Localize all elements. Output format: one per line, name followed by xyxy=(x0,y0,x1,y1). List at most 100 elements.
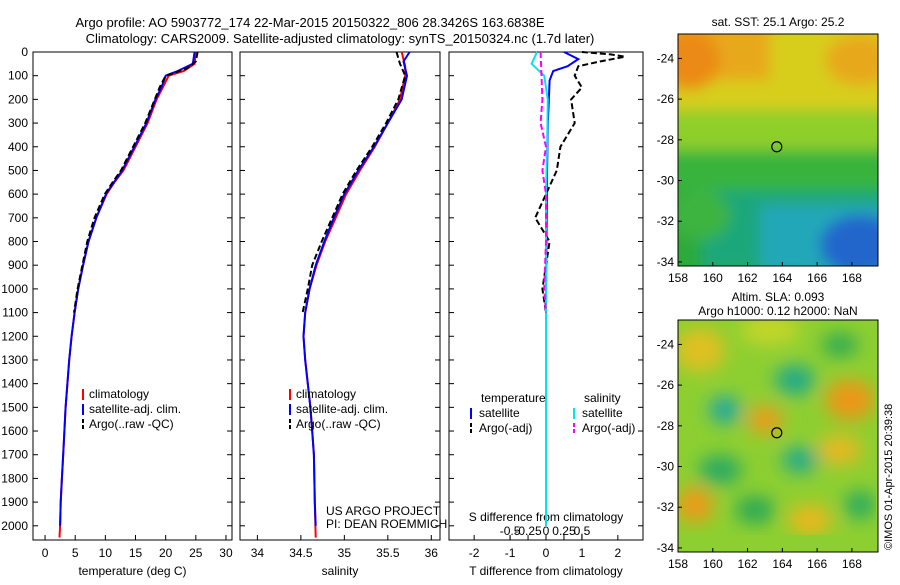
x-tick-label: 162 xyxy=(738,271,758,285)
y-tick-label: 400 xyxy=(8,140,28,154)
y-tick-label: -26 xyxy=(657,92,675,106)
y-tick-label: 1300 xyxy=(1,353,28,367)
x-tick-label: -1 xyxy=(505,546,516,560)
x2-tick-label: -0.25 xyxy=(514,524,542,538)
sla-map-subtitle: Argo h1000: 0.12 h2000: NaN xyxy=(698,304,857,318)
salinity-x-axis-label: salinity xyxy=(322,564,359,578)
y-tick-label: -30 xyxy=(657,460,675,474)
legend-entry: Argo(-adj) xyxy=(582,421,635,435)
y-tick-label: -32 xyxy=(657,214,675,228)
legend-entry: Argo(-adj) xyxy=(479,421,532,435)
series-line-argo-raw-qc- xyxy=(73,51,199,313)
sst-map-title: sat. SST: 25.1 Argo: 25.2 xyxy=(712,15,845,29)
annotation-text: US ARGO PROJECT xyxy=(326,504,441,518)
legend-entry: climatology xyxy=(296,387,356,401)
legend-entry: satellite xyxy=(479,406,520,420)
y-tick-label: 1100 xyxy=(2,306,28,320)
x-tick-label: 20 xyxy=(159,546,173,560)
salinity-panel: 34 34.5 35 35.5 36 salinity climatologysatelli… xyxy=(239,51,447,578)
x-tick-label: 160 xyxy=(703,271,723,285)
sst-map-field xyxy=(678,34,878,266)
y-tick-label: 2000 xyxy=(1,519,28,533)
y-tick-label: 300 xyxy=(8,116,28,130)
y-tick-label: 1800 xyxy=(1,471,28,485)
x-tick-label: 164 xyxy=(772,271,792,285)
x2-tick-label: 0 xyxy=(543,524,550,538)
x-tick-label: 162 xyxy=(738,557,758,571)
sla-map-field xyxy=(678,320,878,552)
y-tick-label: -32 xyxy=(657,500,675,514)
y-tick-label: -30 xyxy=(657,174,675,188)
x-tick-label: 0 xyxy=(42,546,49,560)
legend-entry: satellite xyxy=(582,406,623,420)
x-tick-label: 25 xyxy=(189,546,203,560)
x-tick-label: 2 xyxy=(615,546,622,560)
y-tick-label: 1500 xyxy=(1,400,28,414)
x-tick-label: 164 xyxy=(772,557,792,571)
x-tick-label: 158 xyxy=(668,557,688,571)
y-tick-label: -24 xyxy=(657,337,675,351)
x-tick-label: 34 xyxy=(251,546,265,560)
argo-float-marker xyxy=(771,427,783,439)
x-tick-label: 0 xyxy=(543,546,550,560)
x-tick-label: -2 xyxy=(469,546,480,560)
sst-map-panel: 158 160 162 164 166 168 -24 -26 -28 -30 -32 -34 sat.… xyxy=(657,15,879,285)
temperature-panel: 0 5 10 15 20 25 30 temperature (deg C) 0 100 200 30… xyxy=(1,45,233,578)
annotation-text: PI: DEAN ROEMMICH xyxy=(326,517,447,531)
legend-entry: climatology xyxy=(89,387,149,401)
legend-header-salinity: salinity xyxy=(584,391,621,405)
y-tick-label: -34 xyxy=(657,541,675,555)
series-line-satellite-adj-clim- xyxy=(59,51,196,526)
series-line-s-satellite xyxy=(530,51,549,526)
y-tick-label: 0 xyxy=(21,45,28,59)
series-line-s-argo-adj- xyxy=(539,51,548,313)
y-tick-label: -24 xyxy=(657,51,675,65)
sla-map-axes-box xyxy=(677,319,879,553)
x-tick-label: 10 xyxy=(99,546,113,560)
temperature-axes-box xyxy=(32,51,233,541)
figure-title-line2: Climatology: CARS2009. Satellite-adjuste… xyxy=(86,31,595,46)
y-tick-label: 1900 xyxy=(1,495,28,509)
x-tick-label: 35.5 xyxy=(376,546,400,560)
series-line-climatology xyxy=(58,51,197,538)
figure-title-line1: Argo profile: AO 5903772_174 22-Mar-2015… xyxy=(75,15,544,30)
y-tick-label: 500 xyxy=(8,163,28,177)
x-tick-label: 168 xyxy=(842,271,862,285)
y-tick-label: 100 xyxy=(8,69,28,83)
y-tick-label: 1000 xyxy=(1,282,28,296)
series-line-t-argo-adj- xyxy=(534,51,626,313)
sst-map-axes-box xyxy=(677,33,879,267)
y-tick-label: 700 xyxy=(8,211,28,225)
x2-tick-label: 0.5 xyxy=(574,524,591,538)
series-line-t-satellite xyxy=(545,51,581,526)
x-tick-label: 166 xyxy=(807,271,827,285)
series-line-satellite-adj-clim- xyxy=(302,51,411,526)
x-tick-label: 160 xyxy=(703,557,723,571)
temperature-x-axis-label: temperature (deg C) xyxy=(78,564,186,578)
sla-map-title: Altim. SLA: 0.093 xyxy=(732,290,825,304)
x-tick-label: 30 xyxy=(219,546,233,560)
y-tick-label: 600 xyxy=(8,187,28,201)
legend-entry: Argo(..raw -QC) xyxy=(89,417,174,431)
x2-tick-label: -0.5 xyxy=(500,524,521,538)
difference-panel: -2 -1 0 1 2 T difference from climatology -0.5… xyxy=(448,51,644,578)
legend-entry: satellite-adj. clim. xyxy=(89,402,181,416)
y-tick-label: 200 xyxy=(8,92,28,106)
y-tick-label: 1200 xyxy=(1,329,28,343)
x-tick-label: 168 xyxy=(842,557,862,571)
salinity-axes-box xyxy=(239,51,441,541)
y-tick-label: 1400 xyxy=(1,377,28,391)
x-tick-label: 158 xyxy=(668,271,688,285)
legend-entry: Argo(..raw -QC) xyxy=(296,417,381,431)
y-tick-label: -34 xyxy=(657,255,675,269)
x-tick-label: 166 xyxy=(807,557,827,571)
argo-float-marker xyxy=(771,141,783,153)
x2-tick-label: 0.25 xyxy=(552,524,576,538)
y-tick-label: -26 xyxy=(657,378,675,392)
legend-entry: satellite-adj. clim. xyxy=(296,402,388,416)
y-tick-label: 1700 xyxy=(1,448,28,462)
y-tick-label: -28 xyxy=(657,133,675,147)
x-tick-label: 34.5 xyxy=(289,546,313,560)
y-tick-label: 1600 xyxy=(1,424,28,438)
